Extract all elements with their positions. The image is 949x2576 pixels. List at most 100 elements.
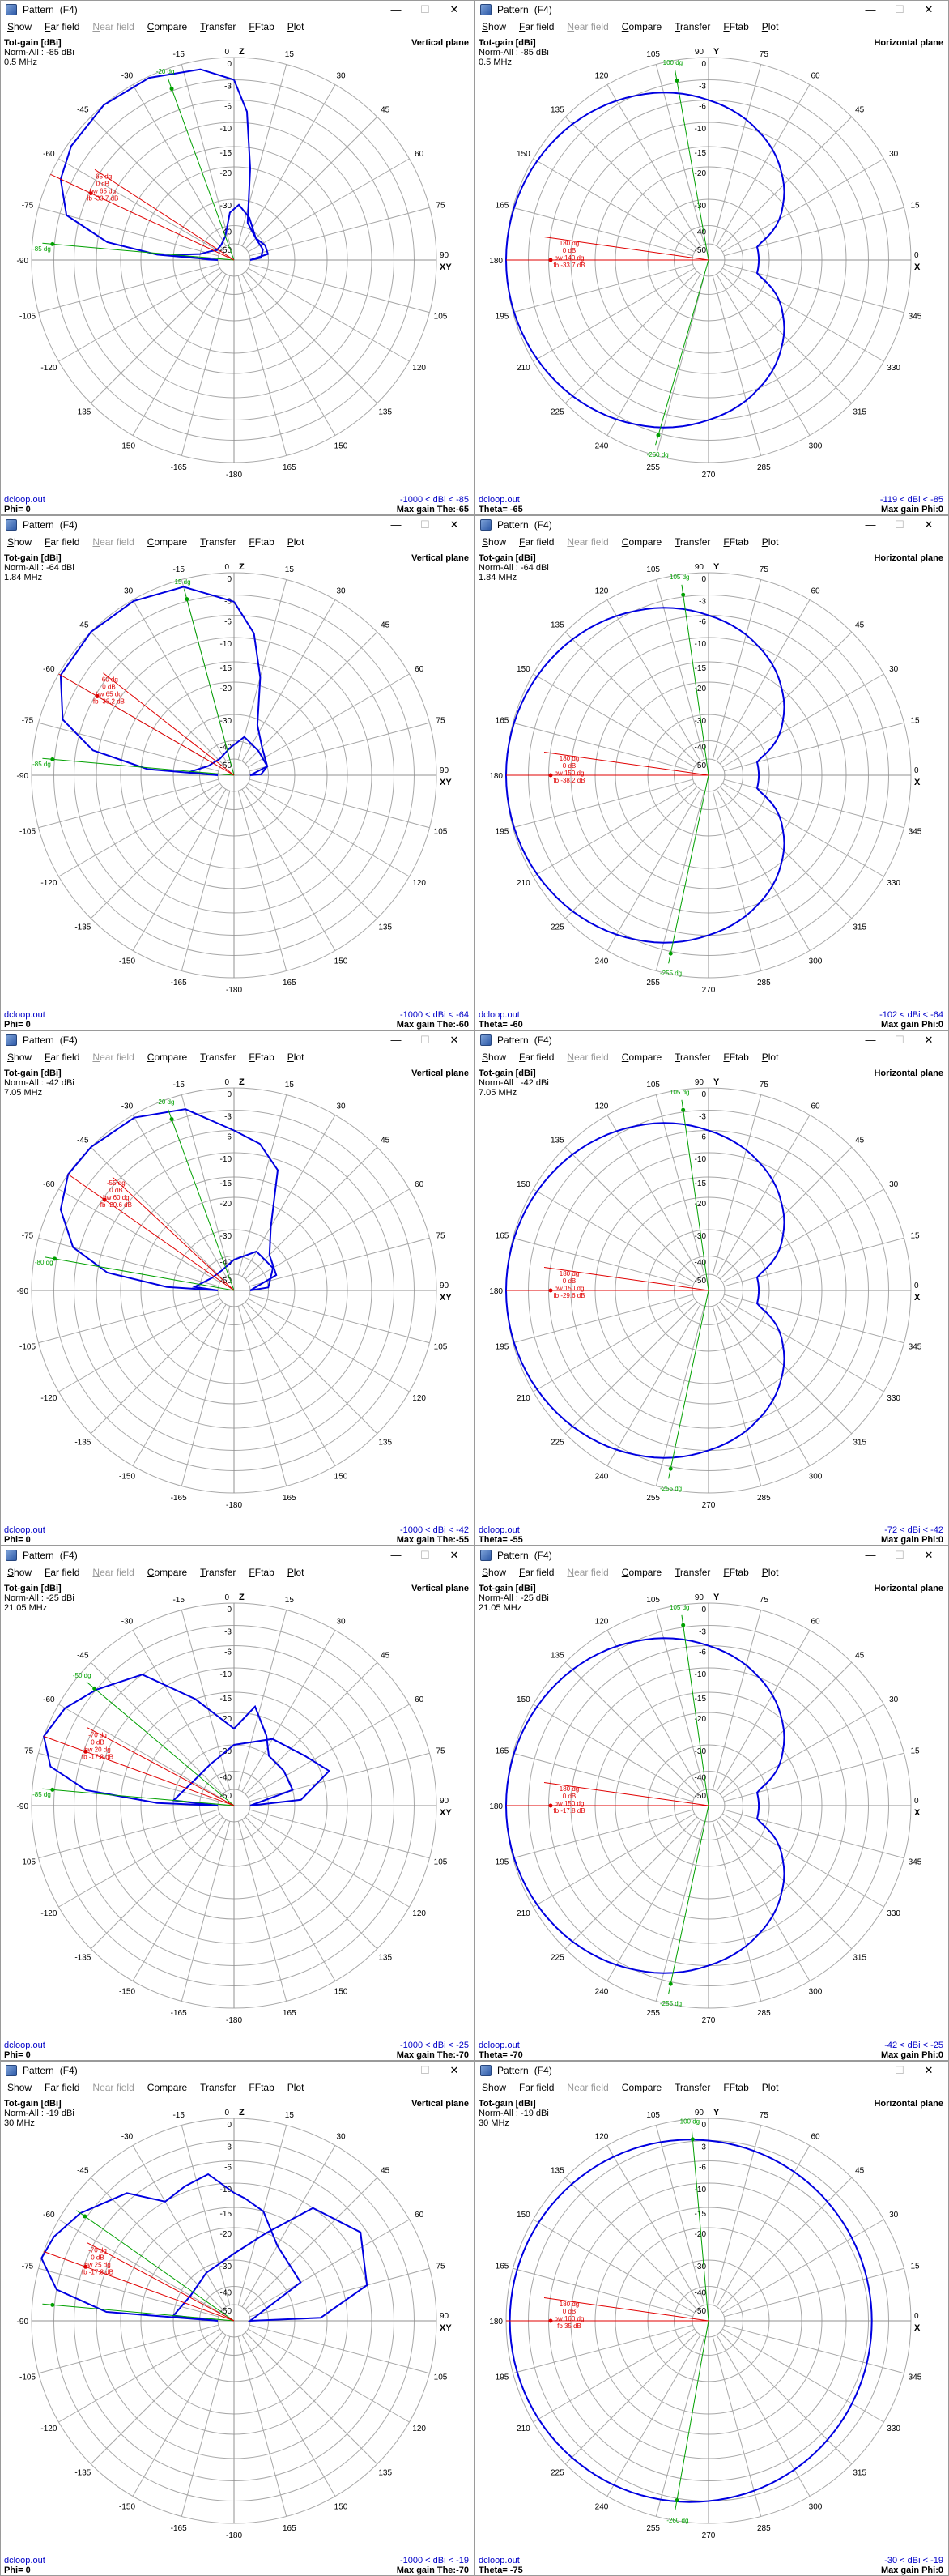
menu-item-plot[interactable]: Plot bbox=[761, 1051, 779, 1063]
menu-item-compare[interactable]: Compare bbox=[147, 536, 188, 548]
menu-item-show[interactable]: Show bbox=[7, 1567, 32, 1578]
close-button[interactable]: ✕ bbox=[449, 1548, 459, 1561]
menu-item-plot[interactable]: Plot bbox=[287, 536, 304, 548]
menu-item-plot[interactable]: Plot bbox=[761, 2082, 779, 2093]
menu-item-near field[interactable]: Near field bbox=[92, 1567, 134, 1578]
menu-item-compare[interactable]: Compare bbox=[621, 536, 662, 548]
menu-item-near field[interactable]: Near field bbox=[92, 536, 134, 548]
menu-item-plot[interactable]: Plot bbox=[761, 21, 779, 32]
menu-item-compare[interactable]: Compare bbox=[147, 1051, 188, 1063]
menu-item-fftab[interactable]: FFtab bbox=[723, 2082, 749, 2093]
menu-item-compare[interactable]: Compare bbox=[147, 2082, 188, 2093]
maximize-button[interactable]: ☐ bbox=[420, 1548, 430, 1561]
menu-item-near field[interactable]: Near field bbox=[567, 1567, 609, 1578]
menu-item-fftab[interactable]: FFtab bbox=[249, 536, 274, 548]
menu-item-compare[interactable]: Compare bbox=[621, 2082, 662, 2093]
menu-item-transfer[interactable]: Transfer bbox=[675, 2082, 711, 2093]
close-button[interactable]: ✕ bbox=[924, 1033, 934, 1046]
minimize-button[interactable]: — bbox=[390, 1034, 402, 1046]
minimize-button[interactable]: — bbox=[390, 2064, 402, 2076]
menu-item-far field[interactable]: Far field bbox=[45, 1051, 80, 1063]
minimize-button[interactable]: — bbox=[865, 1549, 876, 1561]
maximize-button[interactable]: ☐ bbox=[895, 2063, 904, 2076]
menu-item-transfer[interactable]: Transfer bbox=[675, 1051, 711, 1063]
menu-item-far field[interactable]: Far field bbox=[45, 536, 80, 548]
menu-item-far field[interactable]: Far field bbox=[45, 21, 80, 32]
menu-item-fftab[interactable]: FFtab bbox=[723, 1051, 749, 1063]
close-button[interactable]: ✕ bbox=[924, 2063, 934, 2076]
menu-item-transfer[interactable]: Transfer bbox=[200, 2082, 236, 2093]
maximize-button[interactable]: ☐ bbox=[420, 2, 430, 15]
menu-item-far field[interactable]: Far field bbox=[45, 2082, 80, 2093]
menu-item-fftab[interactable]: FFtab bbox=[723, 1567, 749, 1578]
close-button[interactable]: ✕ bbox=[449, 2, 459, 15]
menu-item-plot[interactable]: Plot bbox=[287, 21, 304, 32]
menu-item-show[interactable]: Show bbox=[7, 2082, 32, 2093]
menu-item-show[interactable]: Show bbox=[7, 21, 32, 32]
menu-item-compare[interactable]: Compare bbox=[621, 1051, 662, 1063]
menu-item-plot[interactable]: Plot bbox=[287, 2082, 304, 2093]
menu-item-show[interactable]: Show bbox=[482, 1567, 507, 1578]
menu-item-near field[interactable]: Near field bbox=[92, 21, 134, 32]
menu-item-near field[interactable]: Near field bbox=[567, 536, 609, 548]
menu-item-fftab[interactable]: FFtab bbox=[249, 2082, 274, 2093]
menu-item-far field[interactable]: Far field bbox=[519, 21, 555, 32]
menu-item-far field[interactable]: Far field bbox=[519, 2082, 555, 2093]
menu-item-near field[interactable]: Near field bbox=[92, 1051, 134, 1063]
minimize-button[interactable]: — bbox=[865, 1034, 876, 1046]
menu-item-transfer[interactable]: Transfer bbox=[200, 536, 236, 548]
maximize-button[interactable]: ☐ bbox=[895, 1548, 904, 1561]
menu-item-compare[interactable]: Compare bbox=[147, 21, 188, 32]
menu-item-show[interactable]: Show bbox=[7, 536, 32, 548]
menu-item-fftab[interactable]: FFtab bbox=[249, 1051, 274, 1063]
menu-item-fftab[interactable]: FFtab bbox=[723, 536, 749, 548]
menu-item-transfer[interactable]: Transfer bbox=[675, 1567, 711, 1578]
minimize-button[interactable]: — bbox=[865, 518, 876, 531]
maximize-button[interactable]: ☐ bbox=[420, 2063, 430, 2076]
maximize-button[interactable]: ☐ bbox=[895, 2, 904, 15]
menu-item-transfer[interactable]: Transfer bbox=[200, 1567, 236, 1578]
maximize-button[interactable]: ☐ bbox=[420, 518, 430, 531]
menu-item-far field[interactable]: Far field bbox=[519, 1051, 555, 1063]
close-button[interactable]: ✕ bbox=[449, 518, 459, 531]
close-button[interactable]: ✕ bbox=[924, 518, 934, 531]
close-button[interactable]: ✕ bbox=[449, 2063, 459, 2076]
menu-item-transfer[interactable]: Transfer bbox=[675, 536, 711, 548]
menu-item-near field[interactable]: Near field bbox=[92, 2082, 134, 2093]
menu-item-plot[interactable]: Plot bbox=[287, 1567, 304, 1578]
menu-item-transfer[interactable]: Transfer bbox=[200, 21, 236, 32]
menu-item-show[interactable]: Show bbox=[482, 1051, 507, 1063]
menu-item-plot[interactable]: Plot bbox=[287, 1051, 304, 1063]
menu-item-show[interactable]: Show bbox=[482, 536, 507, 548]
menu-item-transfer[interactable]: Transfer bbox=[675, 21, 711, 32]
menu-item-plot[interactable]: Plot bbox=[761, 536, 779, 548]
menu-item-compare[interactable]: Compare bbox=[621, 1567, 662, 1578]
menu-item-compare[interactable]: Compare bbox=[147, 1567, 188, 1578]
menu-item-near field[interactable]: Near field bbox=[567, 1051, 609, 1063]
minimize-button[interactable]: — bbox=[865, 3, 876, 15]
menu-item-fftab[interactable]: FFtab bbox=[249, 1567, 274, 1578]
menu-item-show[interactable]: Show bbox=[482, 2082, 507, 2093]
minimize-button[interactable]: — bbox=[865, 2064, 876, 2076]
menu-item-near field[interactable]: Near field bbox=[567, 2082, 609, 2093]
menu-item-fftab[interactable]: FFtab bbox=[723, 21, 749, 32]
minimize-button[interactable]: — bbox=[390, 3, 402, 15]
close-button[interactable]: ✕ bbox=[449, 1033, 459, 1046]
maximize-button[interactable]: ☐ bbox=[895, 518, 904, 531]
close-button[interactable]: ✕ bbox=[924, 1548, 934, 1561]
maximize-button[interactable]: ☐ bbox=[895, 1033, 904, 1046]
menu-item-transfer[interactable]: Transfer bbox=[200, 1051, 236, 1063]
menu-item-show[interactable]: Show bbox=[482, 21, 507, 32]
menu-item-fftab[interactable]: FFtab bbox=[249, 21, 274, 32]
close-button[interactable]: ✕ bbox=[924, 2, 934, 15]
menu-item-show[interactable]: Show bbox=[7, 1051, 32, 1063]
minimize-button[interactable]: — bbox=[390, 1549, 402, 1561]
minimize-button[interactable]: — bbox=[390, 518, 402, 531]
menu-item-plot[interactable]: Plot bbox=[761, 1567, 779, 1578]
menu-item-near field[interactable]: Near field bbox=[567, 21, 609, 32]
menu-item-far field[interactable]: Far field bbox=[45, 1567, 80, 1578]
menu-item-compare[interactable]: Compare bbox=[621, 21, 662, 32]
maximize-button[interactable]: ☐ bbox=[420, 1033, 430, 1046]
menu-item-far field[interactable]: Far field bbox=[519, 1567, 555, 1578]
menu-item-far field[interactable]: Far field bbox=[519, 536, 555, 548]
